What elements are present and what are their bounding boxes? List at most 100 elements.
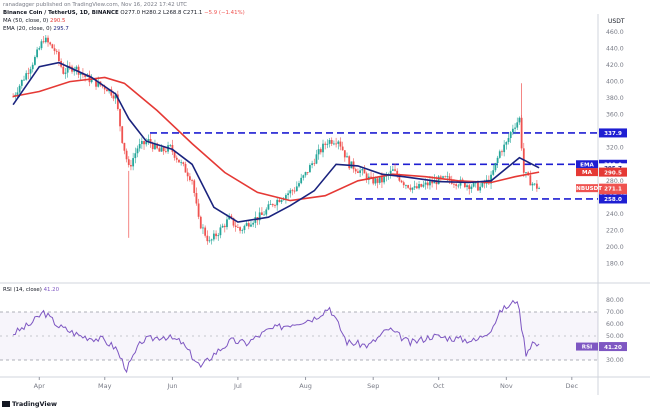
ohlc-values: O277.0 H280.2 L268.8 C271.1	[120, 10, 203, 16]
candle-body	[511, 128, 514, 133]
candle-body	[407, 185, 410, 188]
publisher-line: ranadagger published on TradingView.com,…	[3, 2, 188, 8]
candle-body	[304, 172, 307, 176]
candle-body	[402, 182, 405, 186]
candle-body	[226, 219, 228, 228]
x-tick-label: Aug	[299, 382, 312, 390]
candle-body	[127, 159, 130, 166]
candle-body	[38, 48, 41, 50]
label-close-tag: BNBUSDT	[572, 186, 602, 192]
candle-body	[324, 143, 327, 145]
candle-body	[429, 181, 431, 186]
rsi-line	[13, 299, 540, 374]
candle-body	[247, 223, 250, 227]
candle-body	[210, 239, 213, 241]
candle-body	[474, 182, 477, 184]
rsi-tick-label: 70.00	[606, 309, 624, 316]
candle-body	[357, 171, 359, 173]
ema20-line	[12, 61, 540, 223]
symbol-line: Binance Coin / TetherUS, 1D, BINANCE O27…	[3, 10, 245, 16]
candle-body	[180, 162, 183, 164]
symbol-title: Binance Coin / TetherUS, 1D, BINANCE	[3, 10, 119, 16]
candle-body	[274, 205, 276, 207]
candle-body	[79, 73, 82, 75]
candle-body	[239, 227, 241, 231]
candles	[12, 35, 540, 245]
candle-body	[535, 183, 538, 189]
candle-body	[147, 139, 150, 142]
rsi-tag-box	[576, 342, 598, 351]
candle-body	[110, 89, 113, 96]
candle-body	[470, 186, 473, 190]
price-tick-label: 360.0	[606, 112, 624, 119]
candle-body	[531, 183, 534, 186]
price-tick-label: 440.0	[606, 46, 624, 53]
candle-body	[145, 141, 148, 145]
label-ma-box	[599, 167, 627, 177]
candle-body	[160, 147, 163, 152]
candle-body	[134, 153, 137, 159]
candle-body	[212, 233, 215, 240]
candle-body	[455, 184, 458, 186]
candle-body	[44, 37, 47, 43]
candle-body	[263, 214, 265, 216]
candle-body	[472, 182, 475, 187]
tradingview-logo[interactable]: TradingView	[2, 400, 57, 408]
rsi-tick-label: 80.00	[606, 297, 624, 304]
label-300-tag-box	[576, 160, 598, 169]
candle-body	[143, 141, 145, 145]
candle-body	[230, 215, 233, 218]
candle-body	[136, 148, 139, 154]
candle-body	[300, 177, 303, 184]
candle-body	[370, 176, 372, 178]
candle-body	[396, 170, 399, 176]
candle-body	[381, 177, 383, 183]
candle-body	[507, 138, 510, 143]
x-tick-label: Apr	[34, 382, 46, 390]
candle-body	[27, 73, 30, 74]
candle-body	[525, 172, 527, 174]
candle-body	[64, 72, 67, 74]
candle-body	[199, 216, 202, 229]
candle-body	[298, 183, 300, 187]
candle-body	[31, 64, 34, 70]
candle-body	[184, 163, 187, 173]
candle-body	[90, 79, 93, 83]
x-tick-label: Sep	[367, 382, 379, 390]
candle-body	[252, 222, 255, 225]
candle-body	[391, 169, 394, 171]
label-close: 271.1	[604, 186, 622, 192]
candle-body	[398, 175, 401, 181]
price-tick-label: 220.0	[606, 227, 624, 234]
ema-legend-value: 295.7	[53, 26, 69, 32]
candle-body	[426, 182, 429, 186]
candle-body	[363, 169, 366, 174]
candle-body	[444, 176, 447, 178]
label-258: 258.0	[604, 197, 622, 203]
candle-body	[234, 225, 237, 228]
candle-body	[34, 57, 36, 65]
candle-body	[287, 193, 289, 196]
candle-body	[97, 81, 100, 87]
candle-body	[479, 186, 482, 191]
candle-body	[359, 170, 362, 173]
rsi-tick-label: 60.00	[606, 321, 624, 328]
candle-body	[477, 182, 479, 191]
candle-body	[36, 49, 39, 58]
candle-body	[62, 66, 65, 74]
candle-body	[354, 169, 357, 172]
candle-body	[258, 212, 261, 221]
candle-body	[271, 204, 274, 206]
candle-body	[156, 143, 159, 149]
candle-body	[130, 165, 132, 167]
price-tick-label: 200.0	[606, 244, 624, 251]
label-ma: 290.5	[604, 170, 622, 176]
candle-body	[103, 86, 106, 90]
candle-body	[529, 175, 532, 186]
candle-body	[319, 149, 322, 153]
candle-body	[53, 48, 56, 51]
candle-body	[293, 190, 296, 192]
label-ma-tag: MA	[582, 170, 593, 176]
candle-body	[182, 162, 185, 164]
